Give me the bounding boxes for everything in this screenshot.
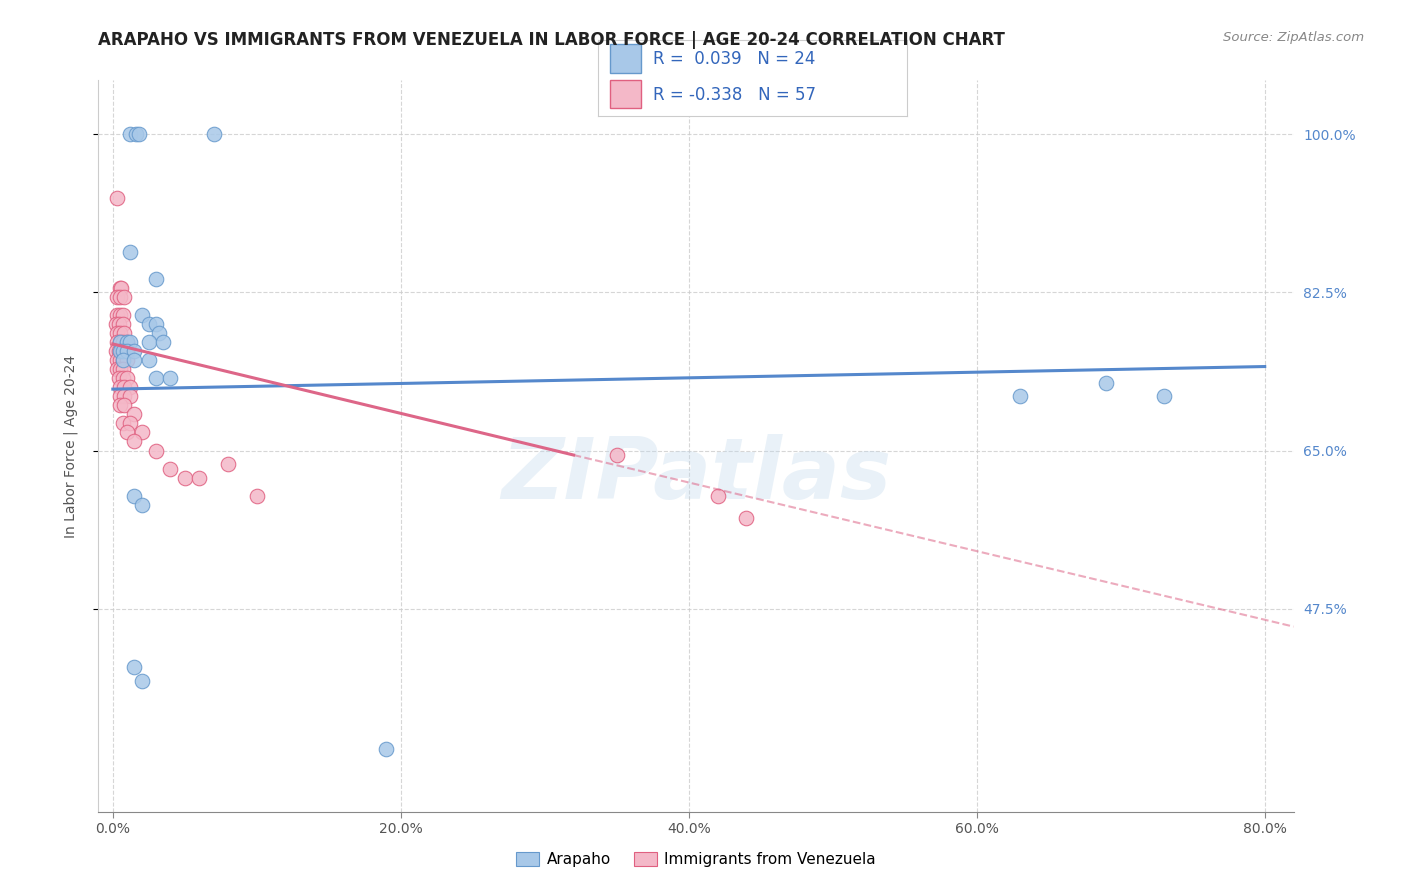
Point bbox=[111, 317, 134, 331]
Point bbox=[112, 389, 135, 403]
Point bbox=[735, 511, 758, 525]
Text: Source: ZipAtlas.com: Source: ZipAtlas.com bbox=[1223, 31, 1364, 45]
Point bbox=[105, 326, 128, 340]
Point bbox=[115, 371, 138, 385]
Point bbox=[152, 335, 174, 350]
Point bbox=[120, 417, 142, 431]
Point bbox=[138, 335, 160, 350]
Point bbox=[111, 417, 134, 431]
Y-axis label: In Labor Force | Age 20-24: In Labor Force | Age 20-24 bbox=[63, 354, 77, 538]
Point bbox=[108, 344, 131, 359]
Point bbox=[131, 498, 153, 512]
Point bbox=[112, 398, 135, 412]
Point bbox=[111, 344, 134, 359]
Point bbox=[111, 362, 134, 376]
Point bbox=[111, 371, 134, 385]
Point bbox=[108, 353, 131, 368]
Point bbox=[105, 308, 128, 322]
Point bbox=[111, 335, 134, 350]
Point bbox=[124, 434, 146, 449]
Point bbox=[105, 335, 128, 350]
Point bbox=[115, 344, 138, 359]
Point bbox=[108, 380, 131, 394]
Point bbox=[115, 425, 138, 440]
Point bbox=[108, 362, 131, 376]
Point bbox=[105, 362, 128, 376]
Point bbox=[104, 317, 127, 331]
Point bbox=[108, 389, 131, 403]
Point bbox=[606, 448, 628, 462]
Point bbox=[124, 353, 146, 368]
FancyBboxPatch shape bbox=[610, 79, 641, 109]
Point bbox=[145, 317, 167, 331]
Point bbox=[375, 741, 398, 756]
Point bbox=[202, 128, 225, 142]
Point bbox=[105, 353, 128, 368]
Point bbox=[148, 326, 170, 340]
Point bbox=[138, 317, 160, 331]
Point bbox=[145, 272, 167, 286]
Point bbox=[120, 128, 142, 142]
Point bbox=[246, 489, 269, 503]
Point bbox=[110, 344, 132, 359]
Point bbox=[108, 326, 131, 340]
Point bbox=[159, 461, 181, 475]
Point bbox=[124, 344, 146, 359]
FancyBboxPatch shape bbox=[610, 44, 641, 73]
Point bbox=[108, 335, 131, 350]
Point bbox=[217, 457, 239, 471]
Point bbox=[1095, 376, 1118, 390]
Point bbox=[107, 317, 129, 331]
Point bbox=[108, 281, 131, 295]
Text: ARAPAHO VS IMMIGRANTS FROM VENEZUELA IN LABOR FORCE | AGE 20-24 CORRELATION CHAR: ARAPAHO VS IMMIGRANTS FROM VENEZUELA IN … bbox=[98, 31, 1005, 49]
Point bbox=[105, 290, 128, 304]
Point bbox=[115, 335, 138, 350]
Point bbox=[110, 281, 132, 295]
Point bbox=[145, 371, 167, 385]
Point bbox=[120, 335, 142, 350]
Point bbox=[112, 326, 135, 340]
Point bbox=[124, 408, 146, 422]
Point bbox=[111, 353, 134, 368]
Point bbox=[138, 353, 160, 368]
Text: R = -0.338   N = 57: R = -0.338 N = 57 bbox=[654, 86, 817, 103]
Point bbox=[125, 128, 148, 142]
Point bbox=[104, 344, 127, 359]
Text: R =  0.039   N = 24: R = 0.039 N = 24 bbox=[654, 50, 815, 68]
Point bbox=[112, 380, 135, 394]
Point bbox=[108, 335, 131, 350]
Point bbox=[105, 191, 128, 205]
Point bbox=[706, 489, 728, 503]
Point bbox=[115, 344, 138, 359]
Point bbox=[1153, 389, 1175, 403]
Point bbox=[107, 344, 129, 359]
Point bbox=[115, 353, 138, 368]
Text: ZIPatlas: ZIPatlas bbox=[501, 434, 891, 516]
Point bbox=[120, 389, 142, 403]
Point bbox=[124, 489, 146, 503]
Point bbox=[107, 371, 129, 385]
Point bbox=[111, 353, 134, 368]
Point bbox=[145, 443, 167, 458]
Point bbox=[108, 308, 131, 322]
Point bbox=[131, 308, 153, 322]
Point bbox=[108, 398, 131, 412]
Point bbox=[128, 128, 150, 142]
Point bbox=[188, 470, 211, 484]
Point bbox=[108, 290, 131, 304]
Point bbox=[112, 344, 135, 359]
Point bbox=[159, 371, 181, 385]
Point bbox=[115, 335, 138, 350]
Point bbox=[173, 470, 195, 484]
Point bbox=[124, 660, 146, 674]
Point bbox=[131, 425, 153, 440]
Point bbox=[120, 380, 142, 394]
Point bbox=[131, 673, 153, 688]
Point bbox=[120, 244, 142, 259]
Point bbox=[112, 290, 135, 304]
Point bbox=[1008, 389, 1031, 403]
Point bbox=[111, 308, 134, 322]
Legend: Arapaho, Immigrants from Venezuela: Arapaho, Immigrants from Venezuela bbox=[510, 847, 882, 873]
